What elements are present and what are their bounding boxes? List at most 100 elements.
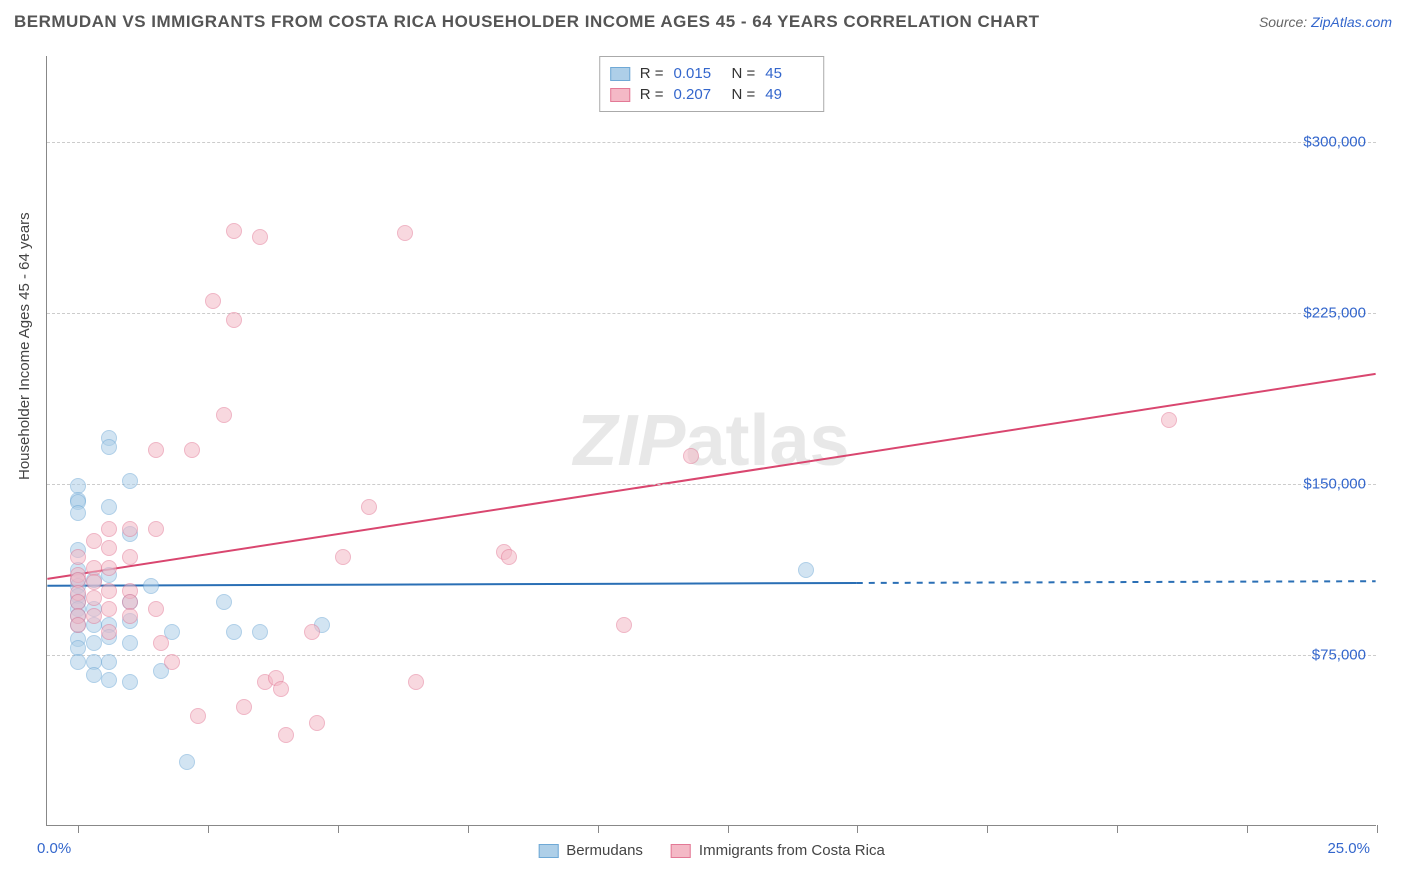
legend-swatch [610,67,630,81]
data-point [101,583,117,599]
x-axis-max-label: 25.0% [1327,840,1370,857]
data-point [122,521,138,537]
data-point [122,549,138,565]
source-link[interactable]: ZipAtlas.com [1311,14,1392,30]
data-point [683,448,699,464]
data-point [101,499,117,515]
data-point [86,608,102,624]
x-tick [338,825,339,833]
data-point [70,617,86,633]
data-point [397,225,413,241]
x-tick [857,825,858,833]
data-point [70,549,86,565]
data-point [101,521,117,537]
legend-r-prefix: R = [640,65,664,82]
y-tick-label: $300,000 [1303,133,1366,150]
data-point [309,715,325,731]
legend-swatch [671,844,691,858]
trend-line [47,583,856,586]
legend-swatch [610,88,630,102]
gridline [47,484,1376,485]
legend-r-prefix: R = [640,86,664,103]
data-point [1161,412,1177,428]
y-tick-label: $75,000 [1312,646,1366,663]
x-tick [1247,825,1248,833]
legend-n-prefix: N = [732,65,756,82]
series-legend: Bermudans Immigrants from Costa Rica [538,842,885,859]
legend-item: Bermudans [538,842,643,859]
legend-row: R =0.015N =45 [610,63,814,84]
data-point [216,594,232,610]
gridline [47,313,1376,314]
data-point [153,635,169,651]
y-tick-label: $150,000 [1303,475,1366,492]
data-point [101,624,117,640]
legend-label: Immigrants from Costa Rica [699,842,885,859]
x-tick [78,825,79,833]
data-point [236,699,252,715]
data-point [86,667,102,683]
data-point [86,635,102,651]
x-tick [468,825,469,833]
trend-line [857,581,1376,583]
data-point [70,654,86,670]
y-axis-label: Householder Income Ages 45 - 64 years [16,212,33,480]
data-point [408,674,424,690]
chart-title: BERMUDAN VS IMMIGRANTS FROM COSTA RICA H… [14,12,1040,32]
x-tick [987,825,988,833]
legend-n-prefix: N = [732,86,756,103]
data-point [101,601,117,617]
watermark-part1: ZIP [573,401,685,481]
header: BERMUDAN VS IMMIGRANTS FROM COSTA RICA H… [14,12,1392,32]
data-point [226,223,242,239]
data-point [226,312,242,328]
data-point [164,654,180,670]
legend-swatch [538,844,558,858]
data-point [101,439,117,455]
data-point [122,674,138,690]
data-point [179,754,195,770]
x-tick [208,825,209,833]
watermark: ZIPatlas [573,400,849,482]
data-point [616,617,632,633]
data-point [226,624,242,640]
data-point [335,549,351,565]
data-point [184,442,200,458]
data-point [70,505,86,521]
data-point [190,708,206,724]
data-point [86,590,102,606]
gridline [47,655,1376,656]
y-tick-label: $225,000 [1303,304,1366,321]
data-point [148,442,164,458]
data-point [101,560,117,576]
data-point [501,549,517,565]
watermark-part2: atlas [685,401,849,481]
data-point [273,681,289,697]
legend-n-value: 49 [765,86,813,103]
x-tick [728,825,729,833]
data-point [361,499,377,515]
data-point [148,521,164,537]
correlation-legend: R =0.015N =45R =0.207N =49 [599,56,825,112]
x-tick [1377,825,1378,833]
data-point [304,624,320,640]
data-point [122,608,138,624]
source-prefix: Source: [1259,14,1311,30]
scatter-plot-area: ZIPatlas 0.0% 25.0% R =0.015N =45R =0.20… [46,56,1376,826]
data-point [252,229,268,245]
data-point [278,727,294,743]
legend-r-value: 0.207 [674,86,722,103]
x-tick [1117,825,1118,833]
legend-row: R = 0.207 N = 49 [610,84,814,105]
x-axis-min-label: 0.0% [37,840,71,857]
legend-item: Immigrants from Costa Rica [671,842,885,859]
data-point [86,533,102,549]
source-attribution: Source: ZipAtlas.com [1259,14,1392,30]
legend-r-value: 0.015 [674,65,722,82]
data-point [122,635,138,651]
data-point [122,473,138,489]
data-point [205,293,221,309]
data-point [252,624,268,640]
data-point [798,562,814,578]
gridline [47,142,1376,143]
